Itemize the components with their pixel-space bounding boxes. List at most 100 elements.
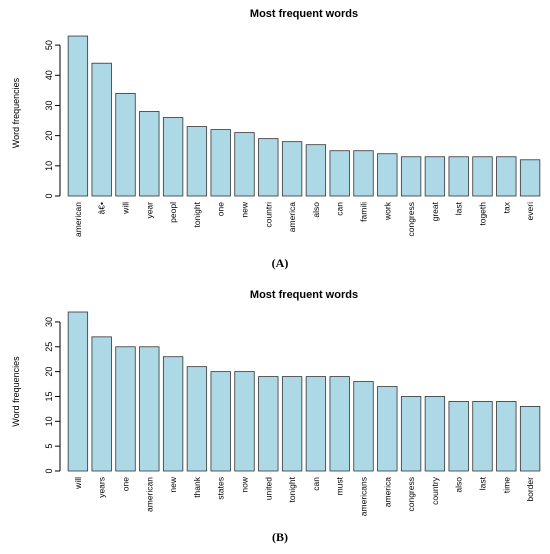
category-label: year xyxy=(144,202,154,219)
category-label: last xyxy=(454,201,464,215)
bar-congress xyxy=(400,396,422,472)
category-label: country xyxy=(430,476,440,505)
category-label: can xyxy=(311,477,321,491)
category-label: america xyxy=(382,477,392,508)
bar-togeth xyxy=(472,156,493,197)
bar-congress xyxy=(400,156,422,197)
category-label: now xyxy=(240,476,250,492)
category-label: american xyxy=(73,202,83,237)
bar-americans xyxy=(353,381,374,472)
category-label: must xyxy=(335,476,345,495)
category-label: time xyxy=(501,477,511,493)
category-label: everi xyxy=(525,202,535,221)
y-tick-label: 5 xyxy=(44,444,54,449)
bar-thank xyxy=(186,366,208,472)
bar-must xyxy=(329,376,350,472)
y-tick-label: 20 xyxy=(44,367,54,377)
bar-new xyxy=(234,132,255,197)
category-label: years xyxy=(97,477,107,498)
category-label: great xyxy=(430,201,440,221)
panel-label: (B) xyxy=(272,530,288,544)
bar-america xyxy=(377,386,398,472)
y-tick-label: 0 xyxy=(44,468,54,473)
chart-panel-a: Most frequent words Word frequencies 0 10 20… xyxy=(11,8,541,270)
bar-also xyxy=(448,401,469,472)
bar-will xyxy=(115,92,136,197)
category-label: togeth xyxy=(478,202,488,226)
bar-tonight xyxy=(281,376,303,472)
bar-new xyxy=(162,356,184,472)
category-label: can xyxy=(335,202,345,216)
y-tick-label: 0 xyxy=(44,193,54,198)
y-tick-label: 20 xyxy=(44,131,54,141)
category-label: tax xyxy=(501,201,511,213)
bar-countri xyxy=(258,138,279,197)
bar-border xyxy=(519,406,541,472)
panel-label: (A) xyxy=(272,256,289,270)
y-tick-label: 30 xyxy=(44,100,54,110)
category-label: congress xyxy=(406,202,416,237)
y-tick-label: 15 xyxy=(44,391,54,401)
category-label: work xyxy=(382,201,392,221)
bar-can xyxy=(305,376,327,472)
category-label: one xyxy=(216,202,226,216)
category-label: states xyxy=(216,477,226,500)
bar-work xyxy=(377,153,398,197)
category-label: america xyxy=(287,202,297,233)
bar-america xyxy=(281,141,303,197)
bar-â€• xyxy=(91,62,112,197)
category-label: united xyxy=(263,477,273,500)
y-tick-label: 40 xyxy=(44,70,54,80)
bar-states xyxy=(210,371,231,472)
category-label: americans xyxy=(359,477,369,516)
category-label: peopl xyxy=(168,202,178,223)
chart-title: Most frequent words xyxy=(250,8,358,20)
bar-will xyxy=(67,311,89,472)
bar-american xyxy=(67,35,89,197)
y-axis-label: Word frequencies xyxy=(11,77,21,148)
category-label: famili xyxy=(359,202,369,222)
bar-last xyxy=(448,156,469,197)
bar-american xyxy=(139,346,160,472)
category-label: new xyxy=(168,476,178,492)
category-label: also xyxy=(454,477,464,493)
category-label: thank xyxy=(192,476,202,498)
category-label: border xyxy=(525,477,535,502)
category-label: last xyxy=(478,476,488,490)
chart-panel-b: Most frequent words Word frequencies 0 5 10 1… xyxy=(11,289,541,544)
category-label: â€• xyxy=(97,202,107,214)
y-tick-label: 25 xyxy=(44,342,54,352)
bar-now xyxy=(234,371,255,472)
bar-tax xyxy=(496,156,517,197)
y-tick-label: 50 xyxy=(44,40,54,50)
chart-title: Most frequent words xyxy=(250,289,358,301)
category-label: tonight xyxy=(287,476,297,502)
bar-everi xyxy=(519,159,541,197)
category-label: tonight xyxy=(192,201,202,227)
category-label: also xyxy=(311,202,321,218)
y-tick-label: 10 xyxy=(44,161,54,171)
y-tick-label: 30 xyxy=(44,317,54,327)
bar-last xyxy=(472,401,493,472)
category-label: congress xyxy=(406,477,416,512)
category-label: countri xyxy=(263,202,273,228)
category-label: one xyxy=(121,477,131,491)
category-label: will xyxy=(73,477,83,490)
bar-great xyxy=(424,156,446,197)
bar-years xyxy=(91,336,112,472)
y-tick-label: 10 xyxy=(44,416,54,426)
bar-country xyxy=(424,396,446,472)
bar-united xyxy=(258,376,279,472)
bar-year xyxy=(139,111,160,197)
y-axis-label: Word frequencies xyxy=(11,356,21,427)
category-label: new xyxy=(240,201,250,217)
bar-peopl xyxy=(162,117,184,197)
category-label: american xyxy=(144,477,154,512)
bar-can xyxy=(329,150,350,197)
bar-tonight xyxy=(186,126,208,197)
bar-one xyxy=(115,346,136,472)
bar-one xyxy=(210,129,231,197)
bar-time xyxy=(496,401,517,472)
